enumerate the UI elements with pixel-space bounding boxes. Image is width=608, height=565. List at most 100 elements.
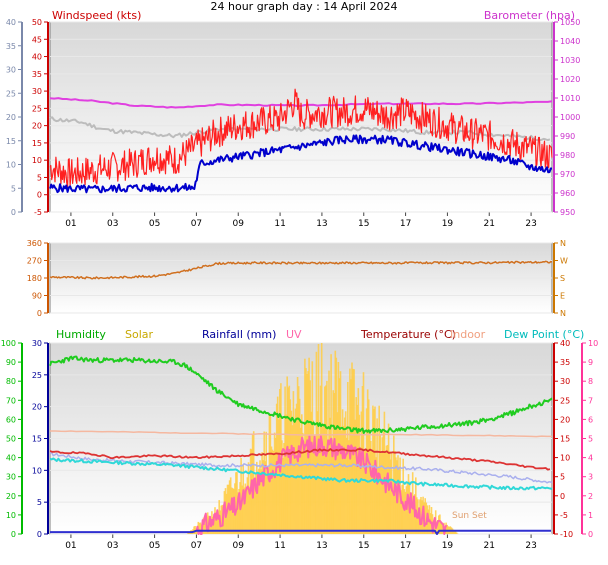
direction-axis-tick-label: 360 — [27, 239, 42, 248]
solar-bar — [291, 425, 294, 534]
x-tick-label: 01 — [65, 219, 76, 229]
solar-bar — [364, 449, 367, 534]
temperature-axis-tick-label: -5 — [560, 511, 568, 520]
solar-bar — [188, 532, 190, 534]
direction-axis: 0 90 180 270 360 — [27, 239, 49, 318]
wind-axis-tick-label: -5 — [34, 208, 42, 217]
baro-axis-tick-label: 960 — [560, 189, 575, 198]
temperature-axis-tick-label: 0 — [560, 492, 565, 501]
solar-bar — [380, 452, 383, 534]
outer-axis-tick-label: 25 — [6, 89, 16, 98]
solar-bar — [274, 437, 277, 534]
solar-bar — [446, 524, 448, 534]
direction-axis-tick-label: 90 — [32, 292, 42, 301]
solar-bar — [243, 487, 246, 534]
solar-bar — [214, 507, 216, 534]
climate-series — [49, 342, 553, 535]
solar-bar — [324, 386, 326, 534]
baro-axis-tick-label: 1010 — [560, 94, 580, 103]
solar-bar — [271, 449, 274, 534]
rain-axis-tick-label: 0 — [37, 530, 42, 539]
baro-axis-tick-label: 970 — [560, 170, 575, 179]
solar-bar — [347, 382, 349, 534]
outer-axis-tick-label: 30 — [6, 66, 16, 75]
uv-axis-tick-label: 1 — [588, 511, 593, 520]
solar-bar — [375, 457, 377, 534]
humidity-axis-tick-label: 90 — [6, 358, 16, 367]
solar-bar — [220, 505, 223, 534]
temperature-axis-tick-label: 25 — [560, 396, 570, 405]
solar-bar — [248, 486, 251, 534]
solar-bar — [258, 468, 260, 534]
indoor-legend: Indoor — [450, 328, 486, 341]
solar-bar — [440, 523, 442, 534]
solar-bar — [203, 523, 206, 534]
solar-bar — [356, 404, 358, 534]
x-tick-label: 15 — [358, 219, 369, 229]
uv-axis-tick-label: 5 — [588, 435, 593, 444]
solar-bar — [295, 403, 298, 534]
outer-left-axis-1: 0 5 10 15 20 25 30 35 40 — [6, 18, 23, 217]
direction-axis-tick-label: 0 — [37, 309, 42, 318]
direction-series — [49, 242, 553, 314]
solar-bar — [209, 518, 211, 534]
baro-axis-tick-label: 1020 — [560, 75, 580, 84]
temperature-legend: Temperature (°C) — [360, 328, 456, 341]
rain-axis-tick-label: 10 — [32, 466, 42, 475]
direction-axis-tick-label: 180 — [27, 274, 42, 283]
rainfall-legend: Rainfall (mm) — [202, 328, 276, 341]
solar-bar — [302, 432, 304, 534]
wind-axis-tick-label: 30 — [32, 87, 42, 96]
x-tick-label: 19 — [442, 219, 454, 229]
temperature-axis: -10 -5 0 5 10 15 20 25 30 35 40 — [553, 339, 573, 539]
solar-bar — [244, 483, 247, 534]
solar-bar — [410, 492, 413, 534]
solar-bar — [386, 445, 389, 534]
rain-axis-tick-label: 30 — [32, 339, 42, 348]
baro-axis-tick-label: 1050 — [560, 18, 580, 27]
uv-line — [195, 435, 448, 535]
compass-axis-tick-label: E — [560, 292, 565, 301]
solar-bar — [437, 520, 439, 534]
solar-bar — [199, 522, 202, 534]
x-tick-label: 05 — [149, 219, 160, 229]
wind-axis-tick-label: 45 — [32, 35, 42, 44]
temperature-axis-tick-label: 5 — [560, 473, 565, 482]
wind-axis-tick-label: 50 — [32, 18, 42, 27]
solar-bar — [402, 458, 404, 534]
solar-bar — [439, 514, 441, 534]
solar-bar — [455, 532, 458, 534]
rain-axis-tick-label: 15 — [32, 435, 42, 444]
humidity-axis: 0 10 20 30 40 50 60 70 80 90 100 — [1, 339, 23, 539]
solar-bar — [415, 477, 417, 534]
solar-bar — [259, 460, 261, 534]
solar-bar — [441, 522, 443, 534]
climate-legend: Humidity Solar Rainfall (mm) UV Temperat… — [56, 328, 584, 341]
temperature-axis-tick-label: -10 — [560, 530, 573, 539]
solar-bar — [344, 411, 347, 534]
sunset-annotation: Sun Set — [452, 511, 487, 521]
baro-axis-tick-label: 980 — [560, 151, 575, 160]
outer-axis-tick-label: 0 — [11, 208, 16, 217]
humidity-legend: Humidity — [56, 328, 106, 341]
compass-axis-tick-label: W — [560, 257, 568, 266]
solar-bar — [238, 489, 240, 534]
solar-bar — [227, 484, 230, 534]
x-tick-label: 09 — [233, 541, 245, 551]
wind-gust-line — [49, 88, 553, 188]
solar-bar — [261, 452, 263, 534]
humidity-line — [49, 355, 553, 434]
solar-bar — [392, 480, 394, 534]
temperature-axis-tick-label: 20 — [560, 415, 570, 424]
uv-axis-tick-label: 8 — [588, 377, 593, 386]
x-tick-label: 15 — [358, 541, 369, 551]
humidity-axis-tick-label: 100 — [1, 339, 16, 348]
x-tick-label: 13 — [316, 541, 327, 551]
solar-bar — [213, 517, 215, 534]
humidity-axis-tick-label: 10 — [6, 511, 16, 520]
wind-axis-tick-label: 5 — [37, 173, 42, 182]
solar-bar — [237, 492, 239, 534]
rain-axis-tick-label: 25 — [32, 371, 42, 380]
solar-bar — [318, 435, 321, 534]
